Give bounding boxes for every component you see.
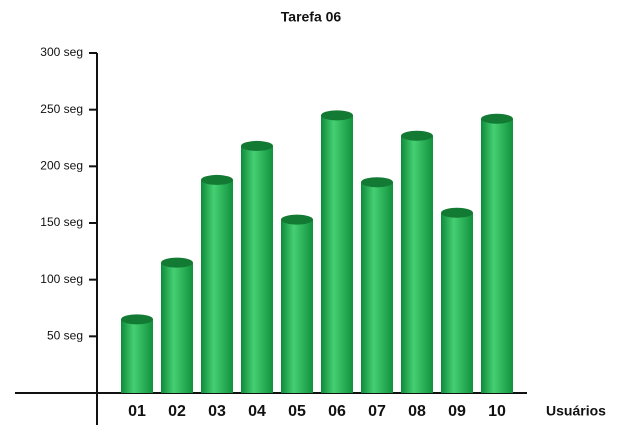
bar-top <box>401 130 433 141</box>
bar <box>281 219 313 393</box>
y-tick-label: 100 seg <box>40 272 83 286</box>
bar <box>481 118 513 393</box>
y-tick-label: 150 seg <box>40 215 83 229</box>
bar <box>121 319 153 393</box>
x-axis-label: Usuários <box>546 403 606 419</box>
bar <box>441 212 473 393</box>
bar-top <box>481 113 513 124</box>
bar-top <box>121 314 153 325</box>
x-tick-label: 02 <box>168 403 186 420</box>
y-tick-label: 250 seg <box>40 102 83 116</box>
bar <box>161 262 193 393</box>
y-tick-label: 300 seg <box>40 45 83 59</box>
bar-top <box>361 177 393 188</box>
bar-top <box>321 110 353 121</box>
bar-top <box>441 207 473 218</box>
x-tick-label: 06 <box>328 403 346 420</box>
bar-top <box>161 257 193 268</box>
bar <box>241 145 273 393</box>
bar <box>321 115 353 393</box>
chart-title: Tarefa 06 <box>281 9 342 25</box>
x-tick-label: 07 <box>368 403 386 420</box>
x-tick-label: 09 <box>448 403 466 420</box>
x-tick-label: 08 <box>408 403 426 420</box>
x-tick-label: 01 <box>128 403 146 420</box>
y-tick-label: 50 seg <box>47 329 83 343</box>
bar-top <box>201 174 233 185</box>
y-tick-label: 200 seg <box>40 159 83 173</box>
bar-top <box>241 140 273 151</box>
bar <box>401 135 433 393</box>
x-tick-label: 03 <box>208 403 226 420</box>
bar-top <box>281 214 313 225</box>
bar <box>201 179 233 393</box>
x-tick-label: 04 <box>248 403 266 420</box>
bar <box>361 182 393 393</box>
x-tick-label: 10 <box>488 403 506 420</box>
x-tick-label: 05 <box>288 403 306 420</box>
